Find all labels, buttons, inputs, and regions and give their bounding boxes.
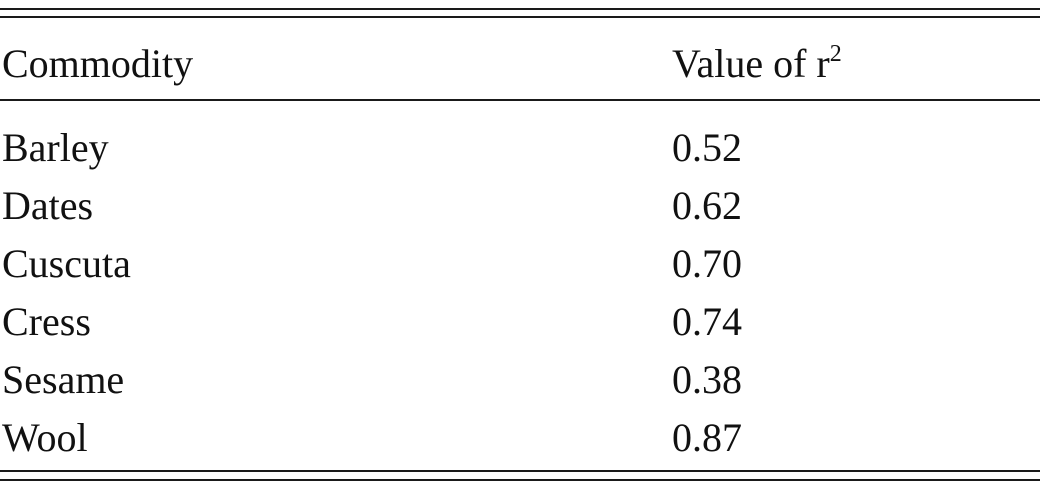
- table-row-commodity: Wool: [2, 415, 88, 460]
- bottom-rule-inner: [0, 470, 1040, 472]
- header-value: Value of r2: [672, 41, 842, 87]
- table-row-commodity: Dates: [2, 183, 94, 228]
- header-value-superscript: 2: [829, 40, 842, 67]
- table-row-value: 0.62: [672, 183, 742, 228]
- top-rule-inner: [0, 16, 1040, 18]
- table-row-commodity: Cuscuta: [2, 241, 131, 286]
- top-rule-outer: [0, 8, 1040, 10]
- header-rule: [0, 99, 1040, 101]
- header-value-label: Value of r: [672, 41, 830, 86]
- table-row-value: 0.70: [672, 241, 742, 286]
- bottom-rule-outer: [0, 479, 1040, 481]
- table-row-commodity: Barley: [2, 125, 109, 170]
- table-row-value: 0.52: [672, 125, 742, 170]
- table-row-value: 0.87: [672, 415, 742, 460]
- table-row-value: 0.38: [672, 357, 742, 402]
- table-row-value: 0.74: [672, 299, 742, 344]
- table-row-commodity: Sesame: [2, 357, 125, 402]
- header-commodity: Commodity: [2, 41, 194, 86]
- table-row-commodity: Cress: [2, 299, 91, 344]
